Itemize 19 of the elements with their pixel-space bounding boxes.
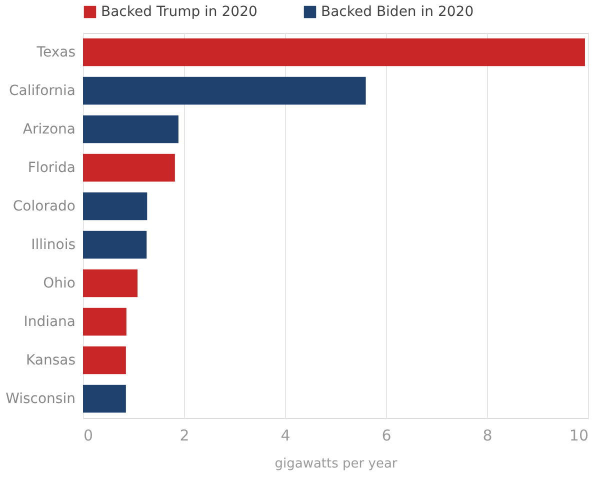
y-tick-label: Kansas	[26, 352, 76, 368]
y-tick-label: Indiana	[24, 314, 76, 330]
x-tick-label: 2	[180, 426, 190, 444]
x-tick-label: 6	[382, 426, 392, 444]
y-tick-label: California	[9, 82, 76, 99]
x-tick-label: 4	[280, 426, 290, 444]
x-axis-title: gigawatts per year	[274, 456, 398, 472]
y-tick-label: Illinois	[31, 236, 76, 253]
legend-label: Backed Trump in 2020	[101, 4, 258, 20]
x-tick-label: 10	[569, 426, 588, 444]
y-tick-label: Colorado	[12, 198, 76, 214]
x-tick-label: 8	[482, 426, 492, 444]
legend-label: Backed Biden in 2020	[321, 4, 474, 20]
y-tick-label: Arizona	[22, 121, 76, 138]
x-tick-label: 0	[84, 426, 94, 444]
y-tick-label: Ohio	[43, 275, 76, 292]
y-tick-label: Wisconsin	[6, 390, 76, 407]
y-tick-label: Florida	[28, 160, 76, 176]
y-tick-label: Texas	[36, 44, 76, 60]
